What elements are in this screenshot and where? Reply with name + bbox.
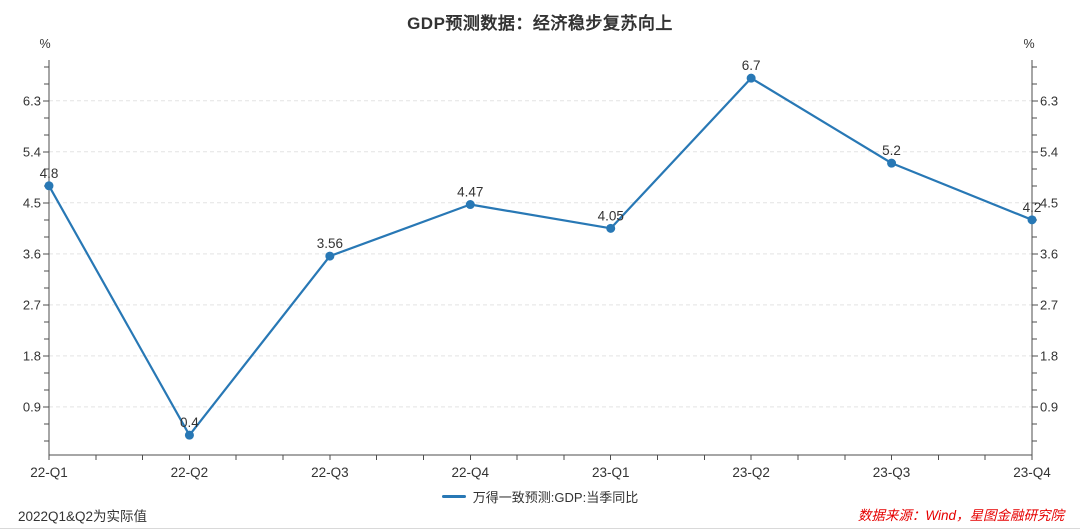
svg-text:4.5: 4.5 — [1040, 195, 1058, 210]
svg-text:6.3: 6.3 — [23, 93, 41, 108]
bottom-divider — [0, 528, 1080, 529]
svg-text:23-Q2: 23-Q2 — [732, 465, 770, 480]
svg-text:0.4: 0.4 — [180, 415, 199, 430]
legend: 万得一致预测:GDP:当季同比 — [0, 487, 1080, 506]
svg-text:6.3: 6.3 — [1040, 93, 1058, 108]
svg-text:4.05: 4.05 — [598, 208, 624, 223]
svg-text:5.4: 5.4 — [23, 144, 41, 159]
svg-text:5.2: 5.2 — [882, 143, 901, 158]
chart-title: GDP预测数据：经济稳步复苏向上 — [407, 14, 673, 33]
svg-text:22-Q1: 22-Q1 — [30, 465, 68, 480]
svg-text:3.56: 3.56 — [317, 236, 343, 251]
svg-text:0.9: 0.9 — [23, 399, 41, 414]
footnote-actual-values: 2022Q1&Q2为实际值 — [18, 509, 148, 524]
svg-text:1.8: 1.8 — [1040, 348, 1058, 363]
line-chart-canvas: 0.9 0.9 1.8 1.8 2.7 2.7 3.6 3.6 4.5 4.5 5.4 5.4 6.3 6… — [23, 37, 1058, 480]
legend-label: 万得一致预测:GDP:当季同比 — [472, 490, 639, 505]
svg-text:%: % — [39, 37, 50, 51]
svg-text:2.7: 2.7 — [1040, 297, 1058, 312]
data-source-credit: 数据来源：Wind，星图金融研究院 — [857, 508, 1064, 523]
svg-text:22-Q2: 22-Q2 — [171, 465, 209, 480]
svg-text:6.7: 6.7 — [742, 58, 761, 73]
svg-text:1.8: 1.8 — [23, 348, 41, 363]
svg-text:4.5: 4.5 — [23, 195, 41, 210]
legend-line-swatch — [441, 495, 466, 498]
svg-text:22-Q3: 22-Q3 — [311, 465, 349, 480]
svg-text:4.47: 4.47 — [457, 185, 483, 200]
svg-text:4.8: 4.8 — [40, 166, 59, 181]
svg-text:3.6: 3.6 — [1040, 246, 1058, 261]
svg-text:22-Q4: 22-Q4 — [452, 465, 490, 480]
svg-text:23-Q4: 23-Q4 — [1013, 465, 1051, 480]
svg-text:23-Q1: 23-Q1 — [592, 465, 630, 480]
svg-text:0.9: 0.9 — [1040, 399, 1058, 414]
svg-text:%: % — [1023, 37, 1034, 51]
svg-text:23-Q3: 23-Q3 — [873, 465, 911, 480]
svg-text:3.6: 3.6 — [23, 246, 41, 261]
svg-text:5.4: 5.4 — [1040, 144, 1058, 159]
svg-text:2.7: 2.7 — [23, 297, 41, 312]
svg-text:4.2: 4.2 — [1023, 200, 1042, 215]
